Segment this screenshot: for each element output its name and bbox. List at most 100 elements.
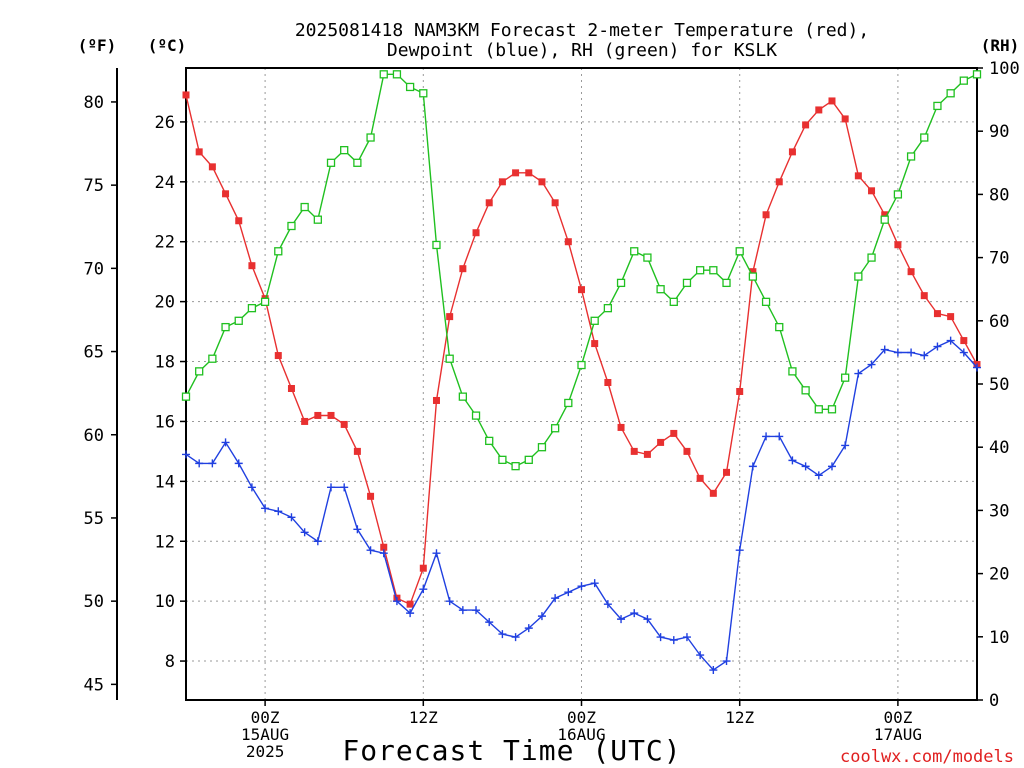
temperature-point <box>762 211 770 219</box>
temperature-point <box>630 447 638 455</box>
rh-point <box>379 70 388 79</box>
dewpoint-point <box>327 483 336 492</box>
rh-point <box>761 297 771 306</box>
rh-point <box>234 316 243 325</box>
x-tick-label: 16AUG <box>557 725 605 744</box>
temperature-point <box>182 91 190 99</box>
dewpoint-point <box>313 537 322 546</box>
rh-point <box>498 455 507 464</box>
x-tick-label: 00Z <box>567 708 596 727</box>
celsius-tick-label: 14 <box>155 472 175 492</box>
rh-point <box>366 133 375 142</box>
dewpoint-point <box>287 513 296 522</box>
dewpoint-point <box>854 369 863 378</box>
rh-tick-label: 20 <box>989 565 1009 585</box>
temperature-point <box>525 169 533 177</box>
temperature-point <box>670 429 678 437</box>
dewpoint-point <box>195 459 204 468</box>
celsius-tick-label: 16 <box>155 412 175 432</box>
temperature-point <box>920 292 928 300</box>
rh-point <box>696 266 705 275</box>
chart-title-line-1: 2025081418 NAM3KM Forecast 2-meter Tempe… <box>295 20 869 41</box>
dewpoint-point <box>590 579 599 588</box>
rh-point <box>445 354 454 363</box>
temperature-point <box>498 178 506 186</box>
dewpoint-point <box>300 528 309 537</box>
dewpoint-point <box>524 624 533 633</box>
celsius-tick-label: 26 <box>155 113 175 133</box>
temperature-point <box>235 217 243 225</box>
x-axis-label: Forecast Time (UTC) <box>342 734 681 767</box>
temperature-point <box>591 340 599 348</box>
temperature-point <box>960 337 968 345</box>
dewpoint-point <box>788 456 797 465</box>
rh-point <box>392 70 402 79</box>
rh-point <box>419 89 428 98</box>
rh-point <box>603 304 613 313</box>
rh-point <box>867 253 876 262</box>
dewpoint-point <box>247 483 256 492</box>
temperature-point <box>248 262 256 270</box>
dewpoint-point <box>735 546 744 555</box>
rh-point <box>353 158 362 167</box>
dewpoint-point <box>841 441 850 450</box>
dewpoint-point <box>340 483 349 492</box>
dewpoint-point <box>511 633 520 642</box>
rh-point <box>933 101 942 111</box>
temperature-point <box>736 387 744 395</box>
dewpoint-point <box>748 462 757 471</box>
temperature-point <box>222 190 230 198</box>
rh-tick-label: 80 <box>989 185 1009 205</box>
rh-point <box>485 436 494 446</box>
celsius-tick-label: 8 <box>165 652 175 672</box>
x-tick-label: 17AUG <box>874 725 922 744</box>
dewpoint-point <box>498 630 507 639</box>
rh-tick-label: 10 <box>989 628 1009 648</box>
temperature-point <box>749 268 757 276</box>
rh-point <box>458 392 468 401</box>
rh-point <box>405 82 415 92</box>
dewpoint-point <box>722 657 731 666</box>
temperature-point <box>657 438 665 446</box>
chart-title-line-2: Dewpoint (blue), RH (green) for KSLK <box>387 40 777 61</box>
x-tick-label: 00Z <box>251 708 280 727</box>
rh-point <box>537 443 547 452</box>
rh-point <box>260 297 270 306</box>
temperature-point <box>775 178 783 186</box>
temperature-point <box>723 468 731 476</box>
rh-point <box>274 247 283 256</box>
dewpoint-point <box>867 360 876 369</box>
temperature-point <box>617 423 625 431</box>
rh-point <box>946 89 955 98</box>
rh-point <box>893 190 903 199</box>
fahrenheit-tick-label: 70 <box>84 259 104 279</box>
temperature-point <box>604 379 612 387</box>
temperature-point <box>327 411 335 419</box>
dewpoint-point <box>827 462 836 471</box>
dewpoint-point <box>630 609 639 618</box>
celsius-tick-label: 24 <box>155 173 175 193</box>
rh-point <box>313 215 322 224</box>
plot-frame <box>185 67 978 701</box>
dewpoint-point <box>973 363 981 372</box>
dewpoint-point <box>709 666 718 675</box>
x-tick-label: 15AUG <box>241 725 289 744</box>
rh-point <box>735 247 744 256</box>
temperature-point <box>287 384 295 392</box>
rh-point <box>564 398 573 408</box>
celsius-tick-label: 10 <box>155 592 175 612</box>
dewpoint-point <box>221 438 230 447</box>
rh-point <box>775 322 784 332</box>
temperature-point <box>340 420 348 428</box>
rh-point <box>880 215 889 224</box>
rh-point <box>722 278 731 288</box>
x-tick-label: 12Z <box>725 708 754 727</box>
rh-axis-unit: (RH) <box>981 36 1020 55</box>
temperature-point <box>643 450 651 458</box>
dewpoint-point <box>208 459 217 468</box>
dewpoint-point <box>775 432 784 441</box>
rh-tick-label: 90 <box>989 122 1009 142</box>
dewpoint-point <box>920 351 929 360</box>
dewpoint-point <box>261 504 270 513</box>
